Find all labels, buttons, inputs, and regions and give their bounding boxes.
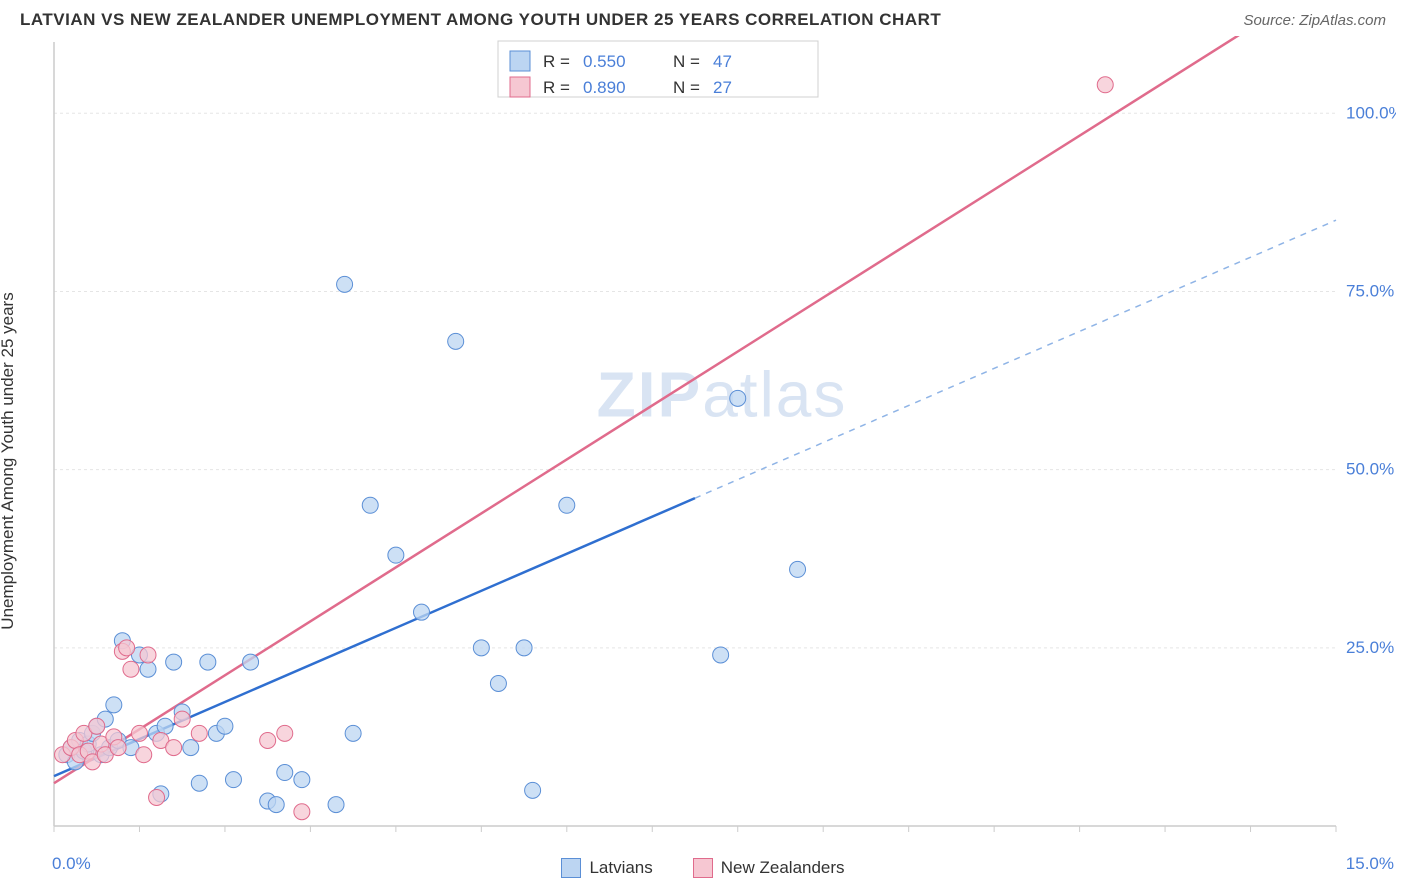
data-point bbox=[119, 640, 135, 656]
plot-area: 25.0% 50.0% 75.0% 100.0% ZIPatlas R = 0.550 N =… bbox=[48, 36, 1396, 846]
data-point bbox=[1097, 77, 1113, 93]
data-point bbox=[140, 647, 156, 663]
stats-n-value: 47 bbox=[713, 52, 732, 71]
y-axis-label: Unemployment Among Youth under 25 years bbox=[0, 292, 18, 629]
stats-r-value: 0.890 bbox=[583, 78, 626, 97]
data-point bbox=[243, 654, 259, 670]
data-point bbox=[191, 775, 207, 791]
data-point bbox=[89, 718, 105, 734]
legend-label: Latvians bbox=[589, 858, 652, 878]
data-point bbox=[183, 740, 199, 756]
data-point bbox=[730, 390, 746, 406]
data-point bbox=[414, 604, 430, 620]
watermark: ZIPatlas bbox=[597, 359, 848, 431]
stats-swatch bbox=[510, 77, 530, 97]
y-tick-label: 100.0% bbox=[1346, 103, 1396, 122]
data-point bbox=[260, 732, 276, 748]
data-point bbox=[174, 711, 190, 727]
data-point bbox=[157, 718, 173, 734]
data-point bbox=[345, 725, 361, 741]
data-point bbox=[713, 647, 729, 663]
data-point bbox=[106, 697, 122, 713]
data-point bbox=[131, 725, 147, 741]
data-point bbox=[200, 654, 216, 670]
y-tick-label: 25.0% bbox=[1346, 638, 1394, 657]
stats-n-label: N = bbox=[673, 52, 700, 71]
data-point bbox=[166, 740, 182, 756]
data-point bbox=[516, 640, 532, 656]
chart-container: Unemployment Among Youth under 25 years … bbox=[0, 36, 1406, 886]
data-point bbox=[337, 276, 353, 292]
data-point bbox=[525, 782, 541, 798]
legend-swatch bbox=[693, 858, 713, 878]
data-point bbox=[149, 789, 165, 805]
data-point bbox=[559, 497, 575, 513]
data-point bbox=[217, 718, 233, 734]
data-point bbox=[328, 797, 344, 813]
legend-label: New Zealanders bbox=[721, 858, 845, 878]
bottom-legend: Latvians New Zealanders bbox=[0, 858, 1406, 878]
data-point bbox=[277, 725, 293, 741]
y-tick-label: 50.0% bbox=[1346, 460, 1394, 479]
stats-r-label: R = bbox=[543, 78, 570, 97]
chart-title: LATVIAN VS NEW ZEALANDER UNEMPLOYMENT AM… bbox=[20, 10, 941, 30]
data-point bbox=[277, 765, 293, 781]
data-point bbox=[294, 804, 310, 820]
data-point bbox=[473, 640, 489, 656]
legend-item: New Zealanders bbox=[693, 858, 845, 878]
stats-swatch bbox=[510, 51, 530, 71]
data-point bbox=[790, 561, 806, 577]
legend-swatch bbox=[561, 858, 581, 878]
stats-n-label: N = bbox=[673, 78, 700, 97]
stats-n-value: 27 bbox=[713, 78, 732, 97]
data-point bbox=[166, 654, 182, 670]
stats-r-value: 0.550 bbox=[583, 52, 626, 71]
data-point bbox=[191, 725, 207, 741]
data-point bbox=[136, 747, 152, 763]
legend-item: Latvians bbox=[561, 858, 652, 878]
data-point bbox=[225, 772, 241, 788]
data-point bbox=[140, 661, 156, 677]
stats-r-label: R = bbox=[543, 52, 570, 71]
source-attribution: Source: ZipAtlas.com bbox=[1243, 12, 1386, 29]
data-point bbox=[268, 797, 284, 813]
data-point bbox=[362, 497, 378, 513]
data-point bbox=[294, 772, 310, 788]
data-point bbox=[490, 675, 506, 691]
data-point bbox=[448, 333, 464, 349]
y-tick-label: 75.0% bbox=[1346, 281, 1394, 300]
data-point bbox=[123, 661, 139, 677]
data-point bbox=[110, 740, 126, 756]
data-point bbox=[388, 547, 404, 563]
